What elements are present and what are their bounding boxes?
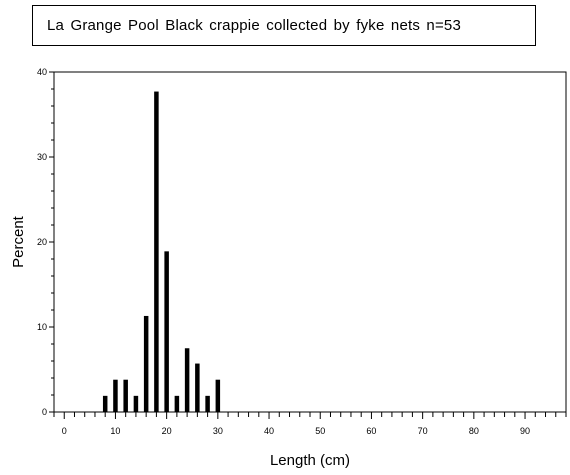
x-tick-label: 20: [162, 426, 172, 436]
histogram-bar: [174, 395, 180, 412]
y-tick-label: 30: [37, 152, 47, 162]
bars-group: [102, 91, 221, 413]
x-axis-label: Length (cm): [270, 452, 350, 469]
histogram-bar: [143, 315, 149, 412]
x-tick-labels: 0 10 20 30 40 50 60 70 80 90: [62, 426, 530, 436]
plot-frame: [53, 71, 567, 413]
y-tick-label: 20: [37, 237, 47, 247]
x-tick-label: 70: [418, 426, 428, 436]
histogram-bar: [133, 395, 139, 412]
x-tick-label: 10: [110, 426, 120, 436]
histogram-bar: [123, 379, 128, 412]
histogram-bar: [164, 251, 169, 412]
y-tick-label: 10: [37, 322, 47, 332]
y-tick-labels: 0 10 20 30 40: [37, 67, 47, 417]
x-tick-label: 50: [315, 426, 325, 436]
histogram-bar: [102, 395, 108, 412]
x-tick-label: 0: [62, 426, 67, 436]
histogram-bar: [113, 379, 118, 412]
histogram-bar: [205, 395, 210, 412]
histogram-bar: [184, 348, 190, 412]
histogram-bar: [215, 379, 221, 412]
x-tick-label: 80: [469, 426, 479, 436]
histogram-bar: [154, 91, 159, 413]
axis-ticks: [49, 71, 567, 419]
x-tick-label: 40: [264, 426, 274, 436]
histogram-bar: [195, 363, 200, 412]
chart-title-box: La Grange Pool Black crappie collected b…: [32, 5, 536, 46]
y-axis-label: Percent: [10, 215, 27, 268]
chart-title: La Grange Pool Black crappie collected b…: [47, 17, 462, 34]
x-tick-label: 60: [366, 426, 376, 436]
y-tick-label: 40: [37, 67, 47, 77]
y-tick-label: 0: [42, 407, 47, 417]
x-tick-label: 30: [213, 426, 223, 436]
x-tick-label: 90: [520, 426, 530, 436]
